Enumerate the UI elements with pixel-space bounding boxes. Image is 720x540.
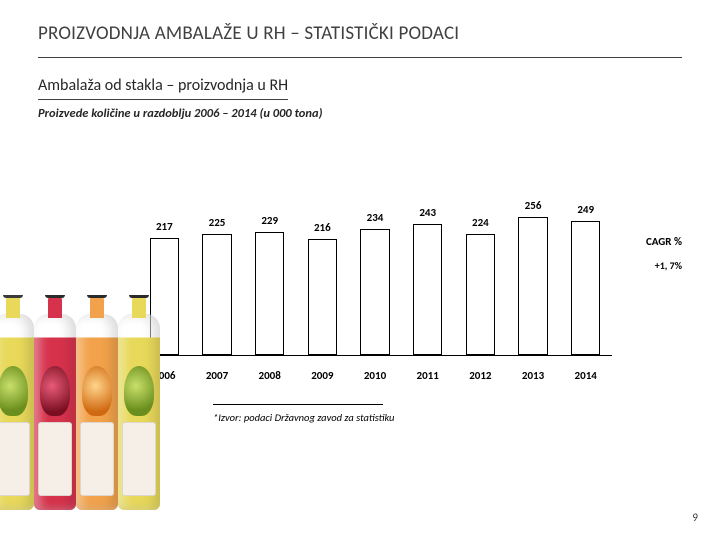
bar-value-label: 256 xyxy=(525,199,542,212)
x-axis-label: 2012 xyxy=(454,363,507,382)
bar-cell: 243 xyxy=(401,206,454,355)
bars-container: 217 225 229 216 234 243 224 256 249 xyxy=(138,185,612,356)
bar-cell: 225 xyxy=(191,216,244,355)
x-axis-label: 2014 xyxy=(559,363,612,382)
bar-value-label: 243 xyxy=(419,206,436,219)
bar-chart: 217 225 229 216 234 243 224 256 249 200620072008… xyxy=(138,147,672,382)
x-axis-labels: 200620072008200920102011201220132014 xyxy=(138,363,612,382)
bottle-icon xyxy=(118,314,160,510)
bar xyxy=(466,234,495,355)
bar-cell: 234 xyxy=(349,211,402,355)
bar-value-label: 234 xyxy=(367,211,384,224)
bar-value-label: 224 xyxy=(472,216,489,229)
bar xyxy=(360,229,389,355)
bar xyxy=(518,217,547,355)
source-rule xyxy=(213,404,383,405)
x-axis-label: 2008 xyxy=(243,363,296,382)
bar-cell: 229 xyxy=(243,214,296,355)
bar-value-label: 249 xyxy=(577,203,594,216)
bar xyxy=(255,232,284,355)
bottle-icon xyxy=(0,314,34,510)
bar-cell: 249 xyxy=(559,203,612,355)
bar xyxy=(308,239,337,355)
bar-value-label: 216 xyxy=(314,221,331,234)
bar-cell: 216 xyxy=(296,221,349,355)
x-axis-label: 2010 xyxy=(349,363,402,382)
page-title: PROIZVODNJA AMBALAŽE U RH – STATISTIČKI … xyxy=(38,22,682,45)
x-axis-label: 2013 xyxy=(507,363,560,382)
bar-value-label: 225 xyxy=(209,216,226,229)
x-axis-label: 2011 xyxy=(401,363,454,382)
chart-description: Proizvede količine u razdoblju 2006 – 20… xyxy=(38,106,682,121)
bottle-icon xyxy=(76,314,118,510)
chart-subtitle: Ambalaža od stakla – proizvodnja u RH xyxy=(38,76,288,100)
bar-value-label: 229 xyxy=(261,214,278,227)
bottle-image xyxy=(0,295,160,510)
bar xyxy=(413,224,442,355)
bar-cell: 224 xyxy=(454,216,507,355)
title-rule xyxy=(38,57,682,58)
bar xyxy=(202,234,231,355)
x-axis-label: 2007 xyxy=(191,363,244,382)
bar-value-label: 217 xyxy=(156,220,173,233)
bar-cell: 256 xyxy=(507,199,560,355)
source-note: *Izvor: podaci Državnog zavod za statist… xyxy=(213,411,682,424)
cagr-heading: CAGR % xyxy=(646,235,682,248)
bottle-icon xyxy=(34,314,76,510)
cagr-value: +1, 7% xyxy=(655,259,682,272)
x-axis-label: 2009 xyxy=(296,363,349,382)
page-number: 9 xyxy=(692,511,698,524)
bar xyxy=(571,221,600,355)
